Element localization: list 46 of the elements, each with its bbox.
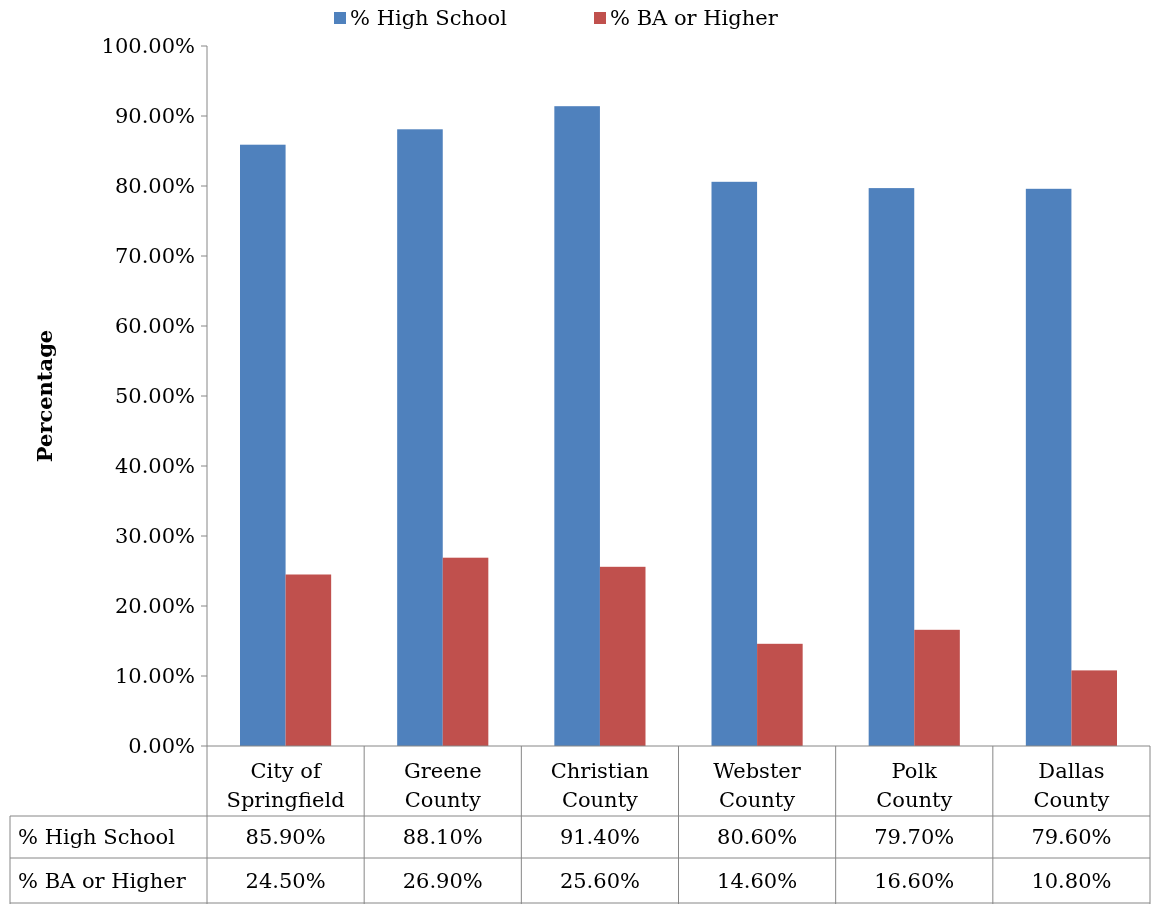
bar [240,144,286,746]
y-tick-label: 30.00% [114,524,195,549]
data-label: 10.80% [1031,869,1112,894]
data-label: 25.60% [559,869,640,894]
x-tick-label: Polk County [876,759,953,812]
bar [554,106,600,746]
bar [285,574,332,746]
y-tick-label: 10.00% [114,664,195,689]
x-tick-label: Greene County [403,759,482,812]
y-tick-label: 20.00% [114,594,195,619]
data-label: 79.60% [1031,825,1112,850]
y-tick-label: 100.00% [101,34,195,59]
x-tick-label: Christian County [550,759,650,812]
y-tick-label: 0.00% [128,734,195,759]
bar [397,129,443,746]
bar [711,181,758,746]
bar [757,643,803,746]
y-tick-label: 40.00% [114,454,195,479]
data-label: 80.60% [717,825,798,850]
legend-label: % BA or Higher [610,6,779,31]
data-label: 85.90% [245,825,326,850]
y-tick-label: 70.00% [114,244,195,269]
data-label: 88.10% [402,825,483,850]
x-tick-label: Dallas County [1033,759,1110,812]
bar [1025,188,1072,746]
y-tick-label: 50.00% [114,384,195,409]
data-label: 79.70% [874,825,955,850]
x-tick-label: Webster County [713,759,802,812]
bar [914,629,960,746]
bar [599,566,646,746]
legend-label: % High School [350,6,508,31]
bar [868,188,915,746]
y-tick-label: 80.00% [114,174,195,199]
text: % BA or Higher [18,869,186,894]
data-label: 24.50% [245,869,326,894]
x-tick-label: City of Springfield [226,759,345,812]
data-label: 16.60% [874,869,955,894]
data-label: 26.90% [402,869,483,894]
data-label: 14.60% [717,869,798,894]
y-tick-label: 60.00% [114,314,195,339]
bar [1071,670,1117,746]
bar [442,557,489,746]
text: % High School [18,825,175,850]
data-label: 91.40% [559,825,640,850]
y-axis-title: Percentage [32,329,57,463]
y-tick-label: 90.00% [114,104,195,129]
